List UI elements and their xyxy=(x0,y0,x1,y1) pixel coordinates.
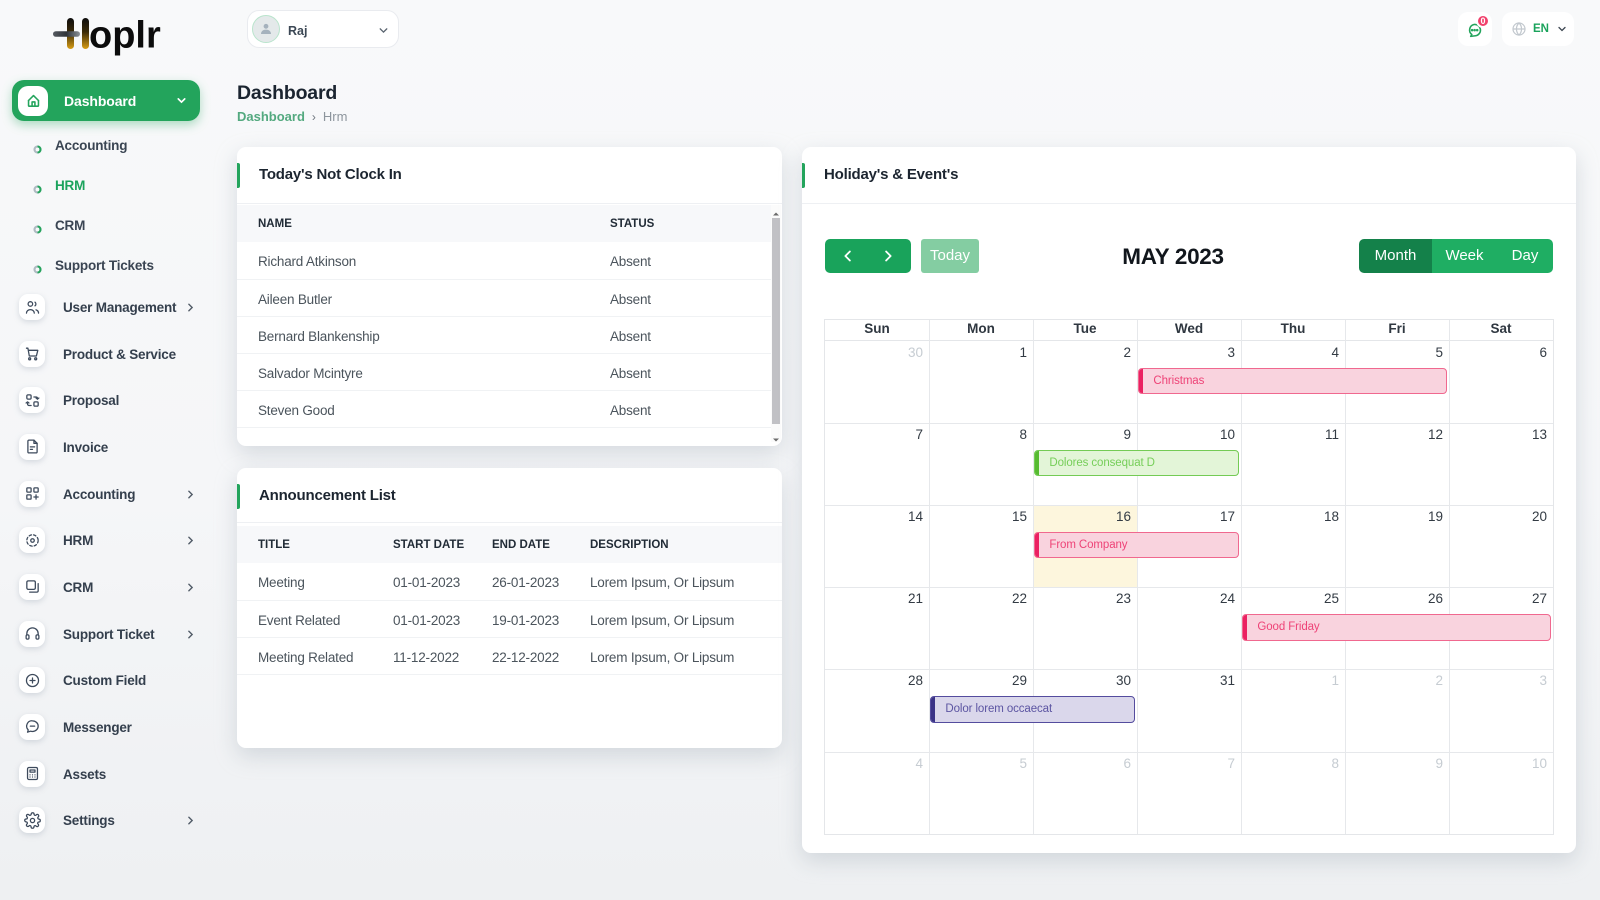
svg-text:oplr: oplr xyxy=(89,15,161,57)
